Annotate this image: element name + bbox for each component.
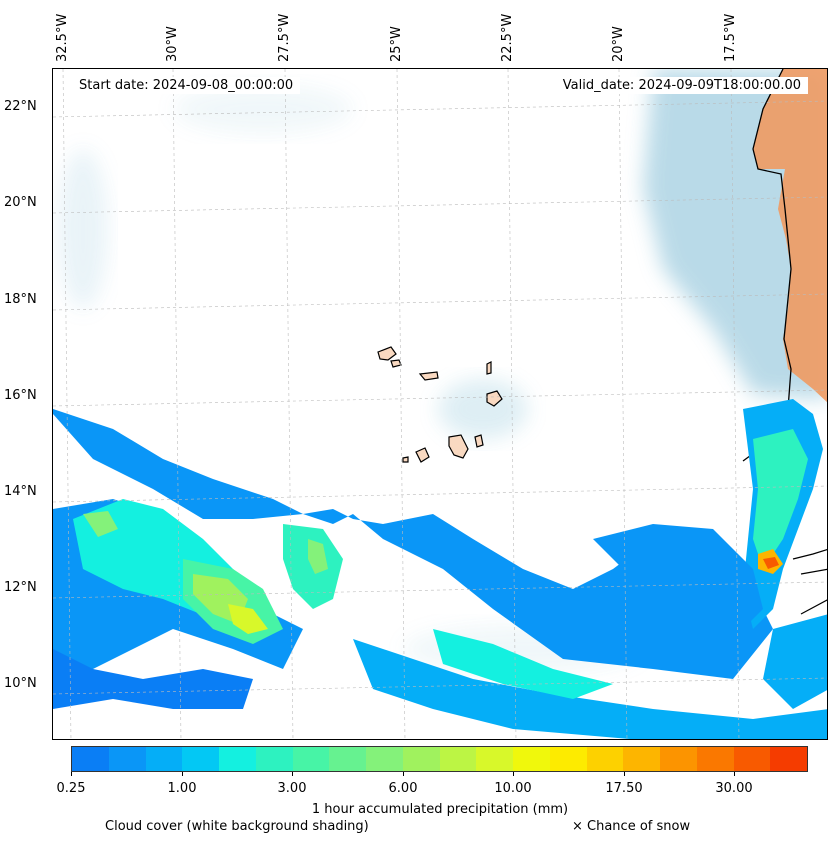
meridian-line [172, 69, 182, 739]
colorbar-tick-label: 6.00 [388, 781, 418, 796]
island [402, 456, 409, 463]
colorbar-segment [770, 747, 807, 771]
precip-peak-west [228, 604, 268, 634]
colorbar-tick-mark [403, 772, 404, 776]
colorbar-segment [476, 747, 513, 771]
meridian-line [396, 69, 406, 739]
coastline-south [792, 548, 827, 615]
lat-label: 22°N [4, 99, 37, 114]
map-canvas[interactable] [53, 69, 828, 740]
lat-label: 12°N [4, 580, 37, 595]
colorbar-segment [182, 747, 219, 771]
colorbar-tick-label: 1.00 [167, 781, 197, 796]
meridian-line [507, 69, 517, 739]
colorbar-tick-mark [71, 772, 72, 776]
colorbar-tick-mark [734, 772, 735, 776]
colorbar-segment [696, 747, 734, 771]
colorbar-segment [145, 747, 183, 771]
colorbar-segment [549, 747, 587, 771]
colorbar-tick-label: 0.25 [56, 781, 86, 796]
meridian-line [284, 69, 294, 739]
lat-label: 14°N [4, 484, 37, 499]
lat-label: 10°N [4, 676, 37, 691]
colorbar-segment [366, 747, 403, 771]
island [448, 434, 469, 459]
colorbar-tick-mark [513, 772, 514, 776]
precip-high-central [308, 539, 328, 574]
colorbar-tick-label: 30.00 [715, 781, 753, 796]
colorbar-segment [255, 747, 293, 771]
lon-label: 20°W [611, 26, 626, 62]
lon-label: 25°W [389, 26, 404, 62]
colorbar-segment [513, 747, 550, 771]
cape-verde-islands [377, 346, 503, 463]
precipitation-layer [53, 399, 827, 739]
precip-mid-coastal [753, 429, 808, 569]
colorbar-tick-mark [182, 772, 183, 776]
cloud-cover-note: Cloud cover (white background shading) [105, 819, 369, 834]
cloud-patch-north [173, 84, 353, 134]
meridian-line [730, 69, 740, 739]
lon-label: 30°W [165, 26, 180, 62]
colorbar-tick-label: 17.50 [605, 781, 643, 796]
precip-east-arc [593, 524, 763, 629]
island [486, 390, 503, 407]
colorbar-segment [72, 747, 109, 771]
colorbar-label: 1 hour accumulated precipitation (mm) [311, 802, 569, 817]
graticule [53, 69, 827, 739]
lon-label: 27.5°W [277, 13, 292, 62]
meridian-line [62, 69, 72, 739]
colorbar-segment [329, 747, 366, 771]
colorbar-segment [108, 747, 146, 771]
start-date-label: Start date: 2024-09-08_00:00:00 [72, 77, 301, 94]
island [486, 361, 492, 375]
colorbar-tick-mark [292, 772, 293, 776]
island [418, 371, 439, 381]
meridian-line [618, 69, 628, 739]
island [377, 346, 397, 361]
precip-band-southwest [53, 649, 253, 709]
colorbar-segment [439, 747, 477, 771]
island [415, 447, 430, 463]
island [390, 359, 402, 368]
lat-label: 20°N [4, 195, 37, 210]
snow-chance-note: × Chance of snow [572, 819, 691, 834]
valid-date-label: Valid_date: 2024-09-09T18:00:00.00 [555, 77, 808, 94]
precip-band-low [53, 409, 773, 679]
colorbar-segment [219, 747, 256, 771]
colorbar-tick-label: 10.00 [494, 781, 532, 796]
cloud-patch-west [58, 149, 108, 309]
arid-land-fill [753, 69, 827, 403]
colorbar-segment [623, 747, 660, 771]
map-panel[interactable] [52, 68, 828, 740]
lat-label: 16°N [4, 388, 37, 403]
colorbar-segment [586, 747, 624, 771]
colorbar-segment [292, 747, 330, 771]
colorbar-tick-mark [624, 772, 625, 776]
cloud-patch-islands [438, 379, 528, 439]
colorbar-tick-label: 3.00 [277, 781, 307, 796]
island [474, 434, 484, 448]
colorbar-segment [733, 747, 771, 771]
precip-mid-south [433, 629, 613, 699]
lon-label: 22.5°W [500, 13, 515, 62]
colorbar-segment [660, 747, 697, 771]
colorbar-segment [402, 747, 440, 771]
lon-label: 32.5°W [55, 13, 70, 62]
precip-band-south [353, 639, 827, 739]
precipitation-colorbar [71, 746, 808, 772]
precip-high-nw [83, 511, 118, 537]
precip-southeast [763, 614, 827, 709]
lat-label: 18°N [4, 292, 37, 307]
precip-peak-coastal [763, 557, 779, 569]
lon-label: 17.5°W [723, 13, 738, 62]
